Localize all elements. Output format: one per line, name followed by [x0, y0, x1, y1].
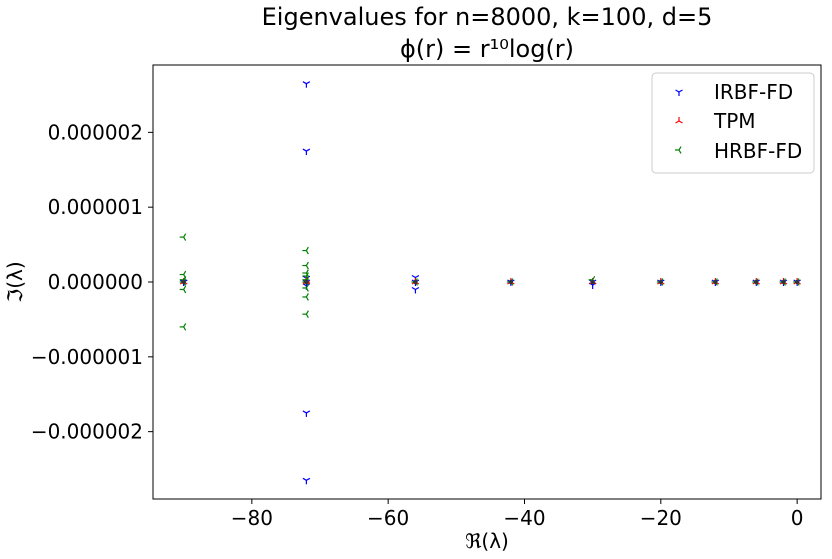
irbf-fd-point	[302, 81, 311, 88]
y-tick-label: −0.000002	[31, 420, 143, 444]
legend-box	[651, 72, 815, 174]
hrbf-fd-point	[302, 246, 309, 255]
chart-subtitle: ϕ(r) = r¹⁰log(r)	[400, 35, 574, 63]
overlap-point	[754, 279, 759, 285]
overlap-point	[413, 279, 418, 285]
x-tick-label: −20	[640, 506, 682, 530]
legend-label-tpm: TPM	[713, 109, 756, 133]
x-axis: −80 −60 −40 −20 0	[231, 499, 804, 530]
y-axis-label: ℑ(λ)	[3, 261, 27, 302]
irbf-fd-point	[302, 148, 311, 156]
overlap-point	[658, 279, 664, 285]
legend: IRBF-FD TPM HRBF-FD	[651, 72, 815, 174]
legend-marker-hrbf-fd	[675, 146, 682, 154]
x-tick-label: −60	[367, 506, 409, 530]
overlap-point	[713, 279, 718, 285]
y-tick-label: 0.000001	[48, 195, 143, 219]
overlap-point	[781, 279, 786, 285]
legend-marker-irbf-fd	[675, 89, 683, 96]
legend-label-irbf-fd: IRBF-FD	[714, 80, 793, 104]
irbf-fd-point	[302, 410, 311, 417]
hrbf-fd-point	[302, 261, 309, 270]
chart-title: Eigenvalues for n=8000, k=100, d=5	[262, 3, 713, 31]
hrbf-fd-point	[302, 293, 309, 301]
hrbf-fd-point	[179, 233, 187, 241]
x-tick-label: 0	[791, 506, 804, 530]
x-tick-label: −40	[503, 506, 545, 530]
irbf-fd-point	[411, 286, 420, 294]
y-tick-label: −0.000001	[31, 345, 143, 369]
y-axis: −0.000002 −0.000001 0.000000 0.000001 0.0000…	[31, 120, 153, 444]
overlap-point	[794, 279, 800, 285]
overlap-point	[181, 279, 186, 285]
x-tick-label: −80	[231, 506, 273, 530]
overlap-point	[590, 279, 595, 285]
data-points	[179, 81, 801, 485]
hrbf-fd-point	[179, 323, 187, 331]
overlap-point	[508, 279, 514, 285]
y-tick-label: 0.000002	[48, 120, 143, 144]
hrbf-fd-point	[302, 310, 309, 318]
y-tick-label: 0.000000	[48, 270, 143, 294]
x-axis-label: ℜ(λ)	[465, 529, 509, 553]
overlap-point	[304, 279, 309, 285]
legend-markers	[675, 89, 683, 154]
legend-label-hrbf-fd: HRBF-FD	[714, 139, 802, 163]
hrbf-fd-point	[179, 285, 187, 294]
irbf-fd-point	[302, 477, 311, 485]
legend-marker-tpm	[675, 117, 683, 124]
